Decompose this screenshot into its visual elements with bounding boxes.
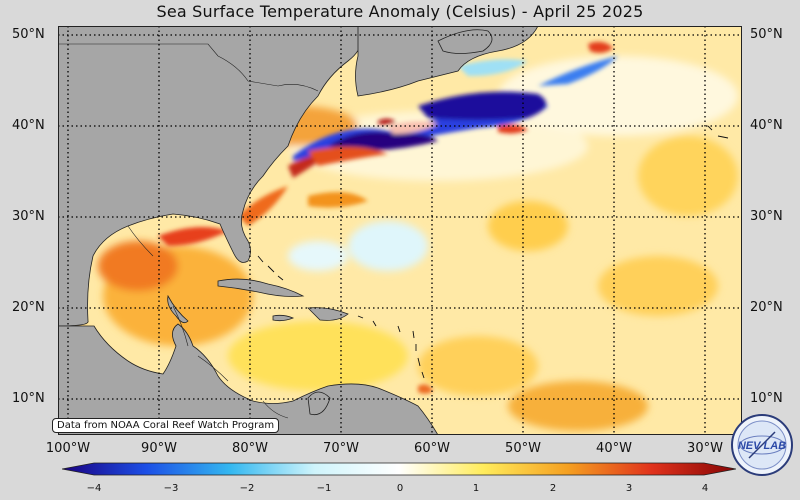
north-america <box>58 26 362 327</box>
lon-label-90w: 90°W <box>141 441 177 456</box>
colorbar-tick-minus3: −3 <box>163 483 179 494</box>
map-title: Sea Surface Temperature Anomaly (Celsius… <box>156 2 644 21</box>
lat-label-40n-left: 40°N <box>12 118 45 133</box>
jamaica <box>272 314 295 322</box>
land-masses <box>58 26 539 435</box>
canada-maritimes <box>355 26 539 97</box>
lon-label-40w: 40°W <box>596 441 632 456</box>
colorbar <box>62 462 736 476</box>
colorbar-tick-2: 2 <box>549 483 557 494</box>
lat-label-50n-left: 50°N <box>12 27 45 42</box>
lat-label-30n-right: 30°N <box>750 209 783 224</box>
sst-anomaly-map <box>58 26 742 435</box>
colorbar-tick-minus4: −4 <box>86 483 102 494</box>
map-frame <box>58 26 742 435</box>
colorbar-tick-minus1: −1 <box>316 483 332 494</box>
logo-text: NEV LAB <box>738 440 786 452</box>
lon-label-30w: 30°W <box>687 441 723 456</box>
map-canvas <box>58 26 742 435</box>
lon-label-100w: 100°W <box>45 441 91 456</box>
lon-label-50w: 50°W <box>505 441 541 456</box>
graticule <box>58 26 742 435</box>
colorbar-tick-minus2: −2 <box>239 483 255 494</box>
yucatan <box>167 294 189 324</box>
lon-label-80w: 80°W <box>232 441 268 456</box>
central-america <box>58 323 439 435</box>
lat-label-50n-right: 50°N <box>750 27 783 42</box>
lat-label-10n-right: 10°N <box>750 391 783 406</box>
lat-label-30n-left: 30°N <box>12 209 45 224</box>
lat-label-40n-right: 40°N <box>750 118 783 133</box>
lake-maracaibo-region <box>307 391 331 416</box>
gulf-stream-features <box>158 41 618 411</box>
islands <box>257 125 729 379</box>
colorbar-tick-4: 4 <box>701 483 709 494</box>
lat-label-20n-left: 20°N <box>12 300 45 315</box>
colorbar-tick-1: 1 <box>472 483 480 494</box>
lat-label-10n-left: 10°N <box>12 391 45 406</box>
anomaly-field <box>58 56 738 431</box>
nevlab-logo: NEV LAB <box>731 414 793 476</box>
data-credit-label: Data from NOAA Coral Reef Watch Program <box>52 418 280 433</box>
colorbar-tick-0: 0 <box>396 483 404 494</box>
colorbar-tick-3: 3 <box>625 483 633 494</box>
lat-label-20n-right: 20°N <box>750 300 783 315</box>
cuba <box>217 278 305 297</box>
borders <box>58 43 319 419</box>
lon-label-70w: 70°W <box>323 441 359 456</box>
lon-label-60w: 60°W <box>414 441 450 456</box>
newfoundland <box>437 29 493 54</box>
